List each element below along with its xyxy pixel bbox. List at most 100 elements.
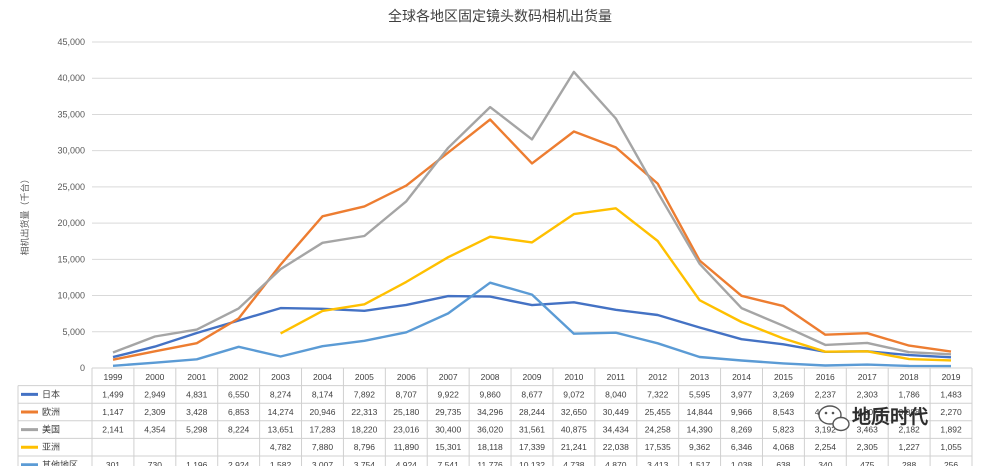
- data-label: 2,949: [144, 389, 166, 399]
- x-tick-label: 2019: [942, 372, 961, 382]
- data-label: 4,870: [605, 460, 627, 466]
- x-tick-label: 2005: [355, 372, 374, 382]
- data-label: 21,241: [561, 442, 587, 452]
- data-label: 2,182: [899, 425, 921, 435]
- x-tick-label: 2013: [690, 372, 709, 382]
- data-label: 8,707: [396, 389, 418, 399]
- x-tick-label: 2000: [145, 372, 164, 382]
- data-label: 2,254: [815, 442, 837, 452]
- y-tick-label: 10,000: [57, 291, 85, 301]
- data-label: 36,020: [477, 425, 503, 435]
- data-label: 3,007: [312, 460, 334, 466]
- y-tick-label: 20,000: [57, 218, 85, 228]
- data-label: 7,892: [354, 389, 376, 399]
- data-label: 5,823: [773, 425, 795, 435]
- data-label: 4,782: [270, 442, 292, 452]
- data-label: 9,072: [563, 389, 585, 399]
- data-label: 28,244: [519, 407, 545, 417]
- data-label: 2,924: [228, 460, 250, 466]
- data-label: 2,237: [815, 389, 837, 399]
- data-label: 5,298: [186, 425, 208, 435]
- series-lines: [112, 70, 952, 368]
- data-label: 8,269: [731, 425, 753, 435]
- data-label: 1,038: [731, 460, 753, 466]
- data-label: 256: [944, 460, 958, 466]
- data-label: 30,449: [603, 407, 629, 417]
- x-tick-label: 2009: [523, 372, 542, 382]
- chart-title: 全球各地区固定镜头数码相机出货量: [388, 8, 612, 25]
- y-tick-label: 15,000: [57, 254, 85, 264]
- series-line-0: [112, 294, 952, 359]
- x-tick-label: 2002: [229, 372, 248, 382]
- data-label: 23,016: [393, 425, 419, 435]
- y-tick-label: 0: [80, 363, 85, 373]
- x-tick-label: 2004: [313, 372, 332, 382]
- data-label: 1,499: [102, 389, 124, 399]
- data-label: 14,274: [268, 407, 294, 417]
- data-label: 288: [902, 460, 916, 466]
- data-label: 11,890: [394, 442, 420, 452]
- data-label: 31,561: [519, 425, 545, 435]
- x-tick-label: 2018: [900, 372, 919, 382]
- x-tick-label: 2015: [774, 372, 793, 382]
- data-label: 2,309: [144, 407, 166, 417]
- watermark-text: 地质时代: [852, 405, 928, 428]
- legend-label: 其他地区: [42, 459, 78, 466]
- series-line-3: [280, 207, 952, 362]
- x-tick-label: 2011: [607, 372, 626, 382]
- gridlines: [92, 41, 972, 369]
- data-label: 4,924: [396, 460, 418, 466]
- x-tick-label: 2003: [271, 372, 290, 382]
- watermark: 地质时代: [818, 405, 928, 432]
- data-label: 3,977: [731, 389, 753, 399]
- y-axis-label: 相机出货量（千台）: [19, 174, 31, 255]
- data-label: 9,922: [438, 389, 460, 399]
- data-label: 4,807: [857, 407, 879, 417]
- data-label: 3,088: [899, 407, 921, 417]
- x-tick-label: 2001: [187, 372, 206, 382]
- legend-label: 日本: [42, 388, 60, 400]
- data-label: 3,428: [186, 407, 208, 417]
- data-label: 3,269: [773, 389, 795, 399]
- data-label: 8,174: [312, 389, 334, 399]
- x-tick-label: 2010: [564, 372, 583, 382]
- legend-label: 欧洲: [42, 406, 60, 418]
- data-label: 2,141: [102, 425, 124, 435]
- data-label: 22,313: [351, 407, 377, 417]
- y-tick-label: 30,000: [57, 146, 85, 156]
- data-label: 7,322: [647, 389, 669, 399]
- data-label: 1,196: [186, 460, 208, 466]
- data-label: 4,068: [773, 442, 795, 452]
- series-line-2: [112, 70, 952, 356]
- data-label: 17,283: [309, 425, 335, 435]
- data-label: 1,227: [899, 442, 921, 452]
- data-label: 25,455: [645, 407, 671, 417]
- data-label: 1,582: [270, 460, 292, 466]
- data-label: 2,305: [857, 442, 879, 452]
- data-label: 17,339: [519, 442, 545, 452]
- x-tick-label: 2014: [732, 372, 751, 382]
- data-label: 11,776: [477, 460, 503, 466]
- data-label: 34,296: [477, 407, 503, 417]
- data-label: 14,844: [687, 407, 713, 417]
- data-label: 8,040: [605, 389, 627, 399]
- data-label: 1,892: [940, 425, 962, 435]
- data-label: 18,118: [477, 442, 503, 452]
- data-label: 9,966: [731, 407, 753, 417]
- data-label: 9,860: [479, 389, 501, 399]
- data-label: 8,677: [521, 389, 543, 399]
- data-label: 1,147: [102, 407, 124, 417]
- data-label: 8,543: [773, 407, 795, 417]
- legend-label: 亚洲: [42, 442, 60, 453]
- x-tick-label: 2008: [481, 372, 500, 382]
- data-label: 730: [148, 460, 162, 466]
- data-label: 3,463: [857, 425, 879, 435]
- data-label: 2,303: [857, 389, 879, 399]
- data-table: 1999 2000 2001 2002 2003 2004 2005 2006 2007 2008…: [17, 367, 973, 466]
- data-label: 1,786: [899, 389, 921, 399]
- data-label: 7,880: [312, 442, 334, 452]
- data-label: 1,517: [689, 460, 711, 466]
- data-label: 5,595: [689, 389, 711, 399]
- x-tick-label: 2007: [439, 372, 458, 382]
- data-label: 20,946: [309, 407, 335, 417]
